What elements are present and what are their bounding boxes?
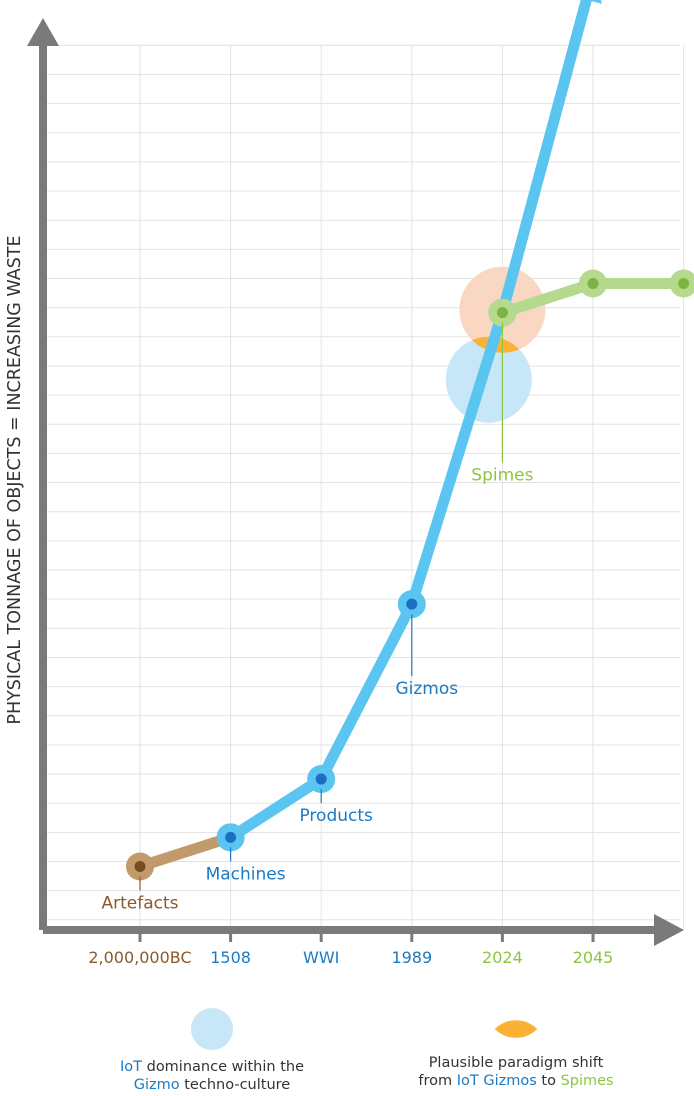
- grid: [43, 44, 685, 930]
- x-axis-arrow: [654, 914, 684, 946]
- legend-iot-term: IoT: [119, 1059, 142, 1075]
- data-point-spimes: [678, 278, 690, 289]
- data-point-spimes: [587, 278, 599, 289]
- x-tick-label: 2024: [482, 948, 523, 967]
- legend-iot-text2: techno-culture: [179, 1077, 291, 1093]
- legend-iot-line2: Gizmo techno-culture: [82, 1076, 342, 1094]
- legend-shift: Plausible paradigm shift from IoT Gizmos…: [386, 1007, 646, 1090]
- legend-gizmo-term: Gizmo: [133, 1077, 180, 1093]
- x-tick-label: 1989: [391, 948, 432, 967]
- legend-iot: IoT dominance within the Gizmo techno-cu…: [82, 1008, 342, 1094]
- y-axis-label: PHYSICAL TONNAGE OF OBJECTS = INCREASING…: [5, 235, 25, 724]
- legend-shift-swatch: [494, 1007, 538, 1051]
- data-point-spimes: [496, 307, 508, 319]
- x-tick-label: 2,000,000BC: [88, 948, 191, 967]
- series-line-gizmo: [225, 0, 593, 843]
- legend-shift-line1: Plausible paradigm shift: [428, 1055, 604, 1071]
- chart: PHYSICAL TONNAGE OF OBJECTS = INCREASING…: [5, 0, 694, 967]
- region-iot-dominance: [445, 336, 532, 423]
- legend-iot-text: dominance within the: [142, 1059, 304, 1075]
- data-point-artefacts: [134, 861, 146, 872]
- legend-shift-from: from: [418, 1073, 457, 1089]
- annotation-label: Spimes: [471, 466, 533, 486]
- x-tick-label: 1508: [210, 948, 251, 967]
- data-point-gizmo: [315, 773, 327, 785]
- y-axis-arrow: [27, 18, 59, 46]
- data-point-gizmo: [406, 598, 418, 610]
- annotation-label: Products: [299, 806, 373, 826]
- data-point-gizmo: [225, 831, 237, 843]
- annotation-label: Gizmos: [395, 679, 458, 699]
- legend-iot-line1: IoT dominance within the: [82, 1058, 342, 1076]
- legend-shift-gizmos: IoT Gizmos: [456, 1073, 537, 1089]
- annotation-label: Artefacts: [101, 894, 178, 914]
- annotation-label: Machines: [206, 864, 286, 884]
- series-arrow-gizmo: [587, 0, 602, 4]
- legend-iot-swatch: [191, 1008, 233, 1050]
- legend-shift-line2: from IoT Gizmos to Spimes: [386, 1072, 646, 1090]
- series-line-artefacts: [134, 831, 237, 872]
- x-tick-label: WWI: [303, 948, 339, 967]
- legend-shift-spimes: Spimes: [560, 1073, 614, 1089]
- legend-shift-to: to: [536, 1073, 561, 1089]
- x-tick-label: 2045: [573, 948, 614, 967]
